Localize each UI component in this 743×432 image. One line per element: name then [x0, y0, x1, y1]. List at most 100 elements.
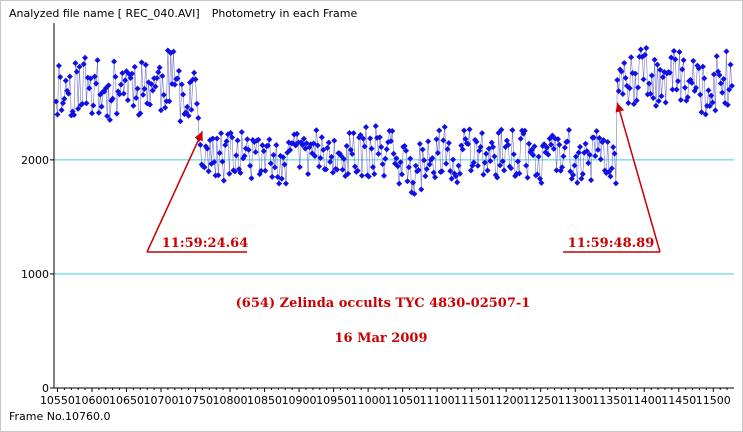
data-point	[87, 75, 94, 82]
data-point	[525, 140, 532, 147]
data-point	[412, 162, 419, 169]
data-point	[604, 139, 611, 146]
data-point	[79, 100, 86, 107]
data-point	[416, 140, 423, 147]
data-point	[436, 127, 443, 134]
data-point	[180, 91, 187, 98]
data-point	[610, 144, 617, 151]
data-point	[630, 101, 637, 108]
data-point	[538, 179, 545, 186]
data-point	[390, 150, 397, 157]
data-point	[273, 142, 280, 149]
x-tick-label: 11300	[558, 394, 593, 407]
data-point	[592, 152, 599, 159]
data-point	[75, 105, 82, 112]
data-point	[632, 70, 639, 77]
data-point	[586, 151, 593, 158]
x-tick-label: 11250	[523, 394, 558, 407]
data-point	[117, 81, 124, 88]
data-point	[71, 111, 78, 118]
data-point	[220, 177, 227, 184]
y-tick-label: 2000	[21, 154, 49, 167]
data-point	[380, 172, 387, 179]
data-point	[215, 172, 222, 179]
data-point	[82, 54, 89, 61]
data-point	[209, 135, 216, 142]
data-point	[282, 180, 289, 187]
annotations: (654) Zelinda occults TYC 4830-02507-1 1…	[146, 102, 661, 346]
data-point	[324, 144, 331, 151]
data-point	[430, 169, 437, 176]
timestamp-arrow	[615, 102, 661, 253]
data-point	[368, 145, 375, 152]
data-point	[270, 152, 277, 159]
data-point	[95, 109, 102, 116]
data-point	[104, 113, 111, 120]
data-point	[505, 141, 512, 148]
data-point	[233, 152, 240, 159]
data-point	[447, 167, 454, 174]
data-point	[122, 77, 129, 84]
data-point	[626, 85, 633, 92]
data-point	[637, 46, 644, 53]
data-point	[158, 107, 165, 114]
data-point	[76, 63, 83, 70]
data-point	[494, 174, 501, 181]
data-point	[205, 168, 212, 175]
data-point	[578, 175, 585, 182]
data-point	[588, 177, 595, 184]
data-point	[265, 142, 272, 149]
data-point	[156, 64, 163, 71]
data-point	[575, 149, 582, 156]
data-point	[498, 126, 505, 133]
data-point	[231, 168, 238, 175]
data-point	[211, 159, 218, 166]
data-point	[113, 110, 120, 117]
data-point	[607, 173, 614, 180]
data-point	[334, 166, 341, 173]
data-point	[351, 163, 358, 170]
data-point	[367, 135, 374, 142]
data-point	[313, 127, 320, 134]
data-point	[484, 167, 491, 174]
data-point	[129, 70, 136, 77]
data-point	[305, 171, 312, 178]
header-title: Analyzed file name [ REC_040.AVI] Photome…	[9, 7, 357, 20]
data-point	[382, 155, 389, 162]
data-point	[531, 143, 538, 150]
data-point	[204, 145, 211, 152]
data-point	[146, 101, 153, 108]
data-point	[423, 165, 430, 172]
data-point	[438, 168, 445, 175]
x-tick-label: 11400	[627, 394, 662, 407]
data-point	[401, 143, 408, 150]
x-tick-label: 11100	[420, 394, 455, 407]
data-point	[349, 151, 356, 158]
data-point	[340, 156, 347, 163]
data-point	[53, 98, 60, 105]
data-point	[376, 134, 383, 141]
y-axis-ticks: 0 1000 2000	[21, 154, 54, 395]
data-point	[567, 168, 574, 175]
data-point	[317, 155, 324, 162]
data-point	[614, 76, 621, 83]
data-point	[247, 162, 254, 169]
data-point	[153, 75, 160, 82]
data-point	[611, 150, 618, 157]
data-point	[596, 134, 603, 141]
data-point	[445, 139, 452, 146]
data-point	[651, 56, 658, 63]
x-tick-label: 10800	[213, 394, 248, 407]
data-point	[248, 175, 255, 182]
data-point	[258, 167, 265, 174]
data-point	[625, 99, 632, 106]
data-point	[657, 66, 664, 73]
data-point	[474, 162, 481, 169]
data-point	[571, 162, 578, 169]
data-point	[149, 87, 156, 94]
data-point	[55, 62, 62, 69]
data-point	[669, 86, 676, 93]
data-point	[666, 69, 673, 76]
data-point	[138, 59, 145, 66]
